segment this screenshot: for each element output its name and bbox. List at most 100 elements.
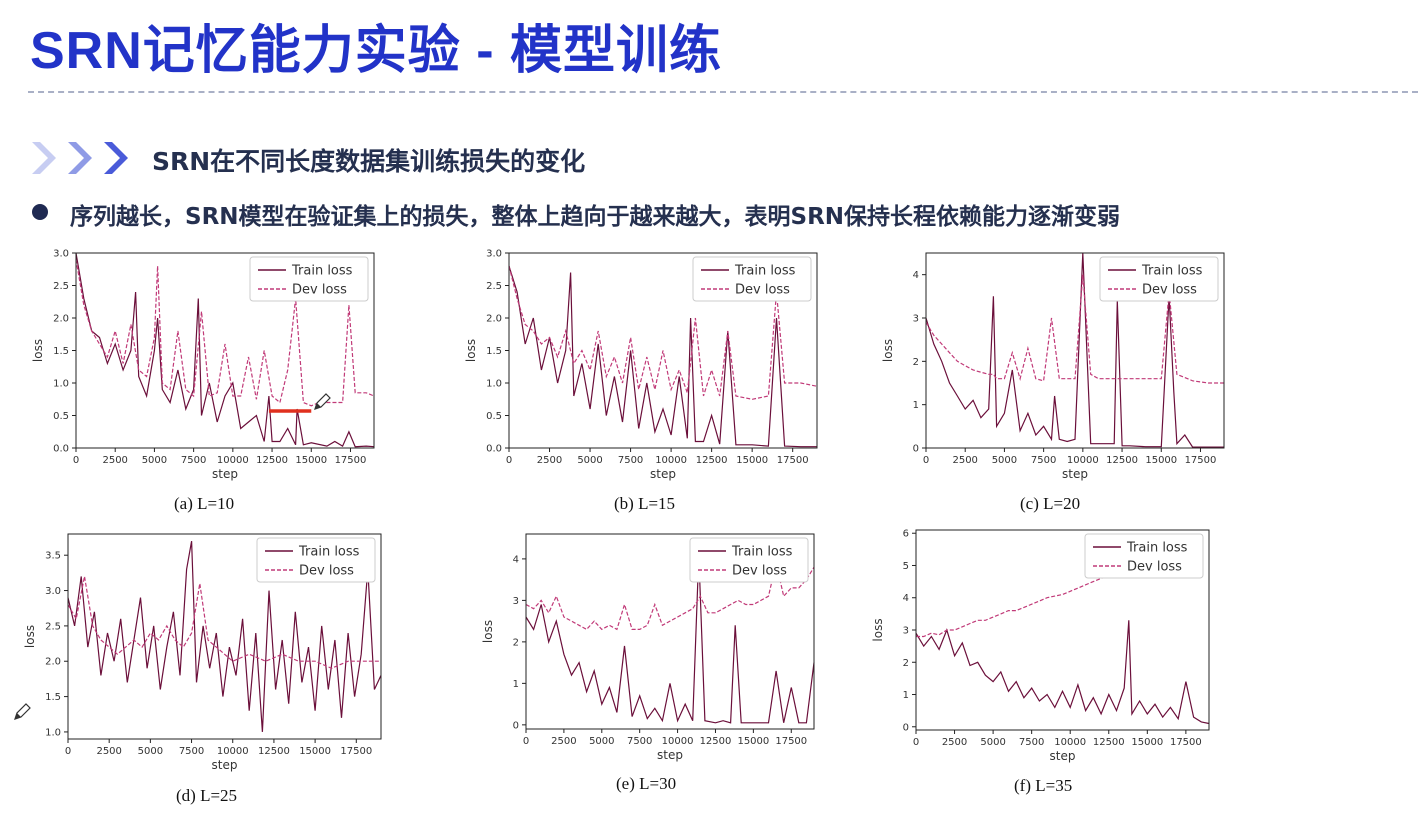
- y-tick-label: 0: [903, 722, 909, 733]
- series-train-line: [925, 252, 1224, 448]
- x-tick-label: 12500: [258, 746, 290, 757]
- chart-caption-f: (f) L=35: [1014, 776, 1073, 795]
- y-tick-label: 1.0: [45, 727, 61, 738]
- legend-label: Train loss: [1141, 264, 1203, 279]
- x-tick-label: 2500: [537, 455, 562, 466]
- plot-frame: [67, 533, 382, 740]
- x-tick-label: 12500: [1106, 455, 1138, 466]
- y-axis-label: loss: [881, 339, 895, 362]
- chart-panel-d: 0 2500 5000 7500 10000 12500 15000 17500 1.0 1.5 2…: [14, 526, 389, 781]
- series-dev-line: [525, 562, 815, 631]
- y-tick-label: 4: [903, 593, 909, 604]
- x-axis-label: step: [657, 748, 683, 762]
- chart-panel-f: 0 2500 5000 7500 10000 12500 15000 17500 0 1 2 3 4 5 6…: [862, 522, 1217, 772]
- x-tick-label: 2500: [942, 737, 967, 748]
- y-tick-label: 3.5: [45, 551, 61, 562]
- x-tick-label: 7500: [179, 746, 204, 757]
- x-tick-label: 10000: [217, 455, 249, 466]
- y-tick-label: 2.5: [53, 281, 69, 292]
- x-tick-label: 2500: [102, 455, 127, 466]
- y-tick-label: 0: [513, 720, 519, 731]
- chart-caption-a: (a) L=10: [174, 494, 235, 513]
- y-tick-label: 3.0: [486, 249, 502, 260]
- x-axis-label: step: [650, 467, 676, 481]
- plot-frame: [925, 252, 1225, 449]
- chart-panel-c: 0 2500 5000 7500 10000 12500 15000 17500 0 1 2 3 4 st…: [872, 245, 1232, 490]
- legend-label: Train loss: [298, 545, 360, 560]
- x-tick-label: 5000: [577, 455, 602, 466]
- chart-legend: Train loss Dev loss: [249, 256, 369, 302]
- x-tick-label: 10000: [1067, 455, 1099, 466]
- legend-label: Train loss: [1126, 541, 1188, 556]
- x-tick-label: 15000: [737, 736, 769, 747]
- series-train-line: [525, 554, 815, 724]
- chart-c: 0 2500 5000 7500 10000 12500 15000 17500 0 1 2 3 4 st…: [881, 252, 1225, 481]
- x-tick-label: 2500: [96, 746, 121, 757]
- x-tick-label: 15000: [295, 455, 327, 466]
- y-tick-label: 2.0: [53, 314, 69, 325]
- y-tick-label: 3: [913, 314, 919, 325]
- x-tick-label: 2500: [952, 455, 977, 466]
- y-tick-label: 3: [903, 626, 909, 637]
- chevrons-icon: [32, 142, 128, 174]
- chart-caption-d: (d) L=25: [176, 786, 238, 805]
- chart-panel-b: 0 2500 5000 7500 10000 12500 15000 17500 0.0 0.5 1…: [455, 245, 825, 490]
- chart-legend: Train loss Dev loss: [1084, 533, 1204, 579]
- x-axis-label: step: [212, 467, 238, 481]
- y-tick-label: 2.5: [45, 621, 61, 632]
- series-dev-line: [508, 265, 818, 400]
- series-dev-line: [916, 544, 1194, 638]
- legend-label: Dev loss: [732, 564, 787, 579]
- x-tick-label: 10000: [1054, 737, 1086, 748]
- x-tick-label: 5000: [142, 455, 167, 466]
- y-tick-label: 1.5: [486, 346, 502, 357]
- x-tick-label: 0: [73, 455, 79, 466]
- x-tick-label: 17500: [775, 736, 807, 747]
- y-tick-label: 2: [913, 357, 919, 368]
- legend-label: Train loss: [291, 264, 353, 279]
- x-axis-label: step: [1062, 467, 1088, 481]
- y-tick-label: 2.0: [486, 314, 502, 325]
- pencil-cursor-icon: [314, 393, 331, 410]
- pencil-cursor-icon: [14, 703, 31, 720]
- y-tick-label: 0.0: [486, 444, 502, 455]
- x-tick-label: 5000: [992, 455, 1017, 466]
- chart-b: 0 2500 5000 7500 10000 12500 15000 17500 0.0 0.5 1…: [464, 249, 818, 481]
- y-axis-label: loss: [871, 618, 885, 641]
- x-tick-label: 17500: [335, 455, 367, 466]
- y-axis-label: loss: [481, 620, 495, 643]
- legend-box: [1084, 533, 1204, 579]
- chart-legend: Train loss Dev loss: [689, 537, 809, 583]
- plot-frame: [525, 533, 815, 730]
- x-tick-label: 12500: [696, 455, 728, 466]
- y-tick-label: 3.0: [53, 249, 69, 260]
- chart-e: 0 2500 5000 7500 10000 12500 15000 17500 0 1 2 3 4 st…: [481, 533, 815, 762]
- x-tick-label: 15000: [1131, 737, 1163, 748]
- y-axis-label: loss: [464, 339, 478, 362]
- legend-label: Dev loss: [1127, 560, 1182, 575]
- x-tick-label: 12500: [700, 736, 732, 747]
- y-tick-label: 2.5: [486, 281, 502, 292]
- y-tick-label: 1: [913, 400, 919, 411]
- y-tick-label: 4: [913, 270, 919, 281]
- legend-box: [256, 537, 376, 583]
- x-tick-label: 0: [923, 455, 929, 466]
- x-tick-label: 0: [506, 455, 512, 466]
- legend-box: [689, 537, 809, 583]
- x-tick-label: 15000: [1145, 455, 1177, 466]
- chart-panel-e: 0 2500 5000 7500 10000 12500 15000 17500 0 1 2 3 4 st…: [472, 526, 822, 771]
- y-tick-label: 0.5: [486, 411, 502, 422]
- y-tick-label: 5: [903, 561, 909, 572]
- chart-panel-a: 0 2500 5000 7500 10000 12500 15000 17500 0.0 0.5 1…: [22, 245, 382, 490]
- y-tick-label: 2: [903, 658, 909, 669]
- y-tick-label: 1.5: [45, 692, 61, 703]
- legend-label: Train loss: [734, 264, 796, 279]
- x-tick-label: 10000: [655, 455, 687, 466]
- y-tick-label: 2: [513, 637, 519, 648]
- x-tick-label: 5000: [589, 736, 614, 747]
- x-tick-label: 0: [913, 737, 919, 748]
- y-tick-label: 1: [903, 690, 909, 701]
- bullet-text: 序列越长，SRN模型在验证集上的损失，整体上趋向于越来越大，表明SRN保持长程依…: [70, 204, 1121, 230]
- chart-f: 0 2500 5000 7500 10000 12500 15000 17500 0 1 2 3 4 5 6…: [871, 529, 1210, 763]
- legend-box: [249, 256, 369, 302]
